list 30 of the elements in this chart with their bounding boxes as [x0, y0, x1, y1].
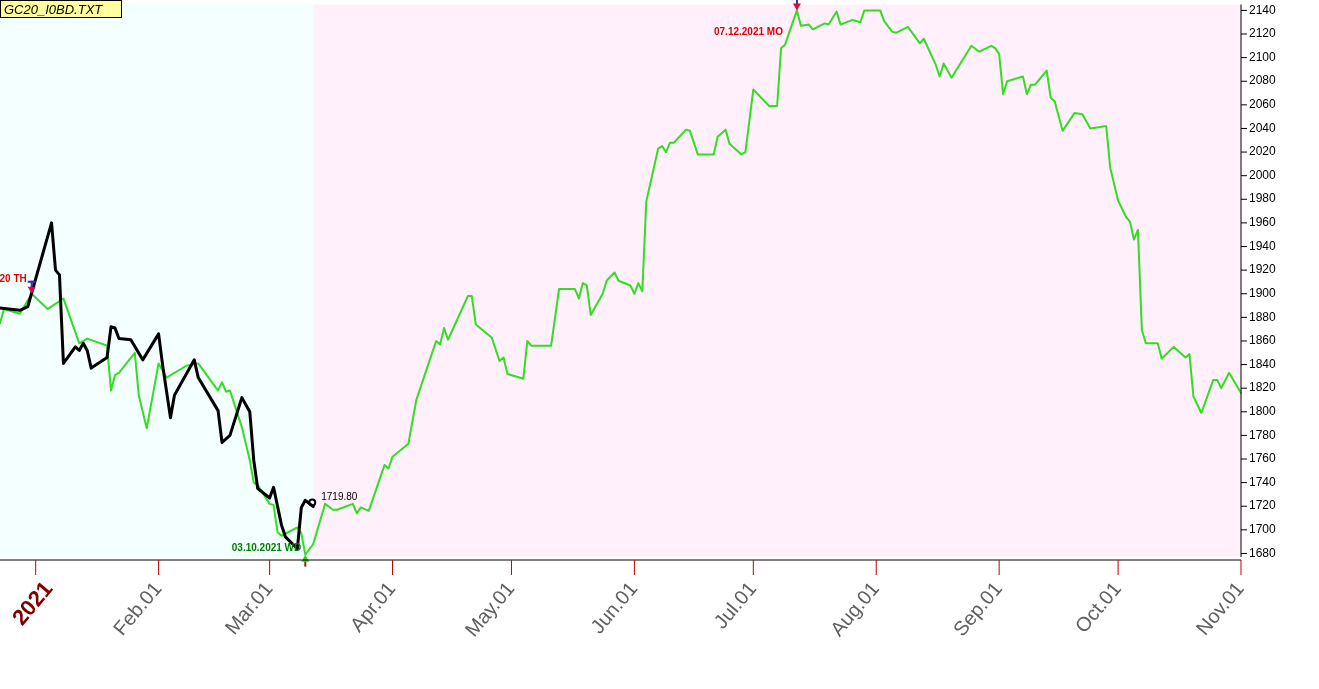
y-tick-label: 1820 — [1249, 380, 1277, 395]
y-tick-label: 1840 — [1249, 356, 1277, 371]
annotation: 20 TH — [0, 273, 27, 285]
annotation: 07.12.2021 MO — [714, 26, 784, 38]
y-tick-label: 1880 — [1249, 309, 1277, 324]
y-tick-label: 1920 — [1249, 262, 1277, 277]
y-tick-label: 2140 — [1249, 2, 1277, 17]
y-tick-label: 2100 — [1249, 49, 1277, 64]
y-tick-label: 1760 — [1249, 451, 1277, 466]
y-tick-label: 1860 — [1249, 333, 1277, 348]
y-tick-label: 2080 — [1249, 73, 1277, 88]
line-series — [0, 221, 315, 551]
chart-title: GC20_I0BD.TXT — [4, 2, 104, 17]
y-tick-label: 1780 — [1249, 427, 1277, 442]
y-tick-label: 1960 — [1249, 215, 1277, 230]
y-tick-label: 1680 — [1249, 545, 1277, 560]
y-tick-label: 1700 — [1249, 522, 1277, 537]
y-tick-label: 1720 — [1249, 498, 1277, 513]
y-tick-label: 1980 — [1249, 191, 1277, 206]
y-tick-label: 1740 — [1249, 474, 1277, 489]
annotation: 1719.80 — [321, 491, 358, 503]
y-tick-label: 2000 — [1249, 167, 1277, 182]
y-tick-label: 1940 — [1249, 238, 1277, 253]
annotation: 03.10.2021 WD — [231, 542, 302, 554]
y-tick-label: 1900 — [1249, 285, 1277, 300]
y-tick-label: 2060 — [1249, 97, 1277, 112]
y-tick-label: 1800 — [1249, 403, 1277, 418]
y-tick-label: 2020 — [1249, 144, 1277, 159]
y-tick-label: 2040 — [1249, 120, 1277, 135]
y-tick-label: 2120 — [1249, 26, 1277, 41]
